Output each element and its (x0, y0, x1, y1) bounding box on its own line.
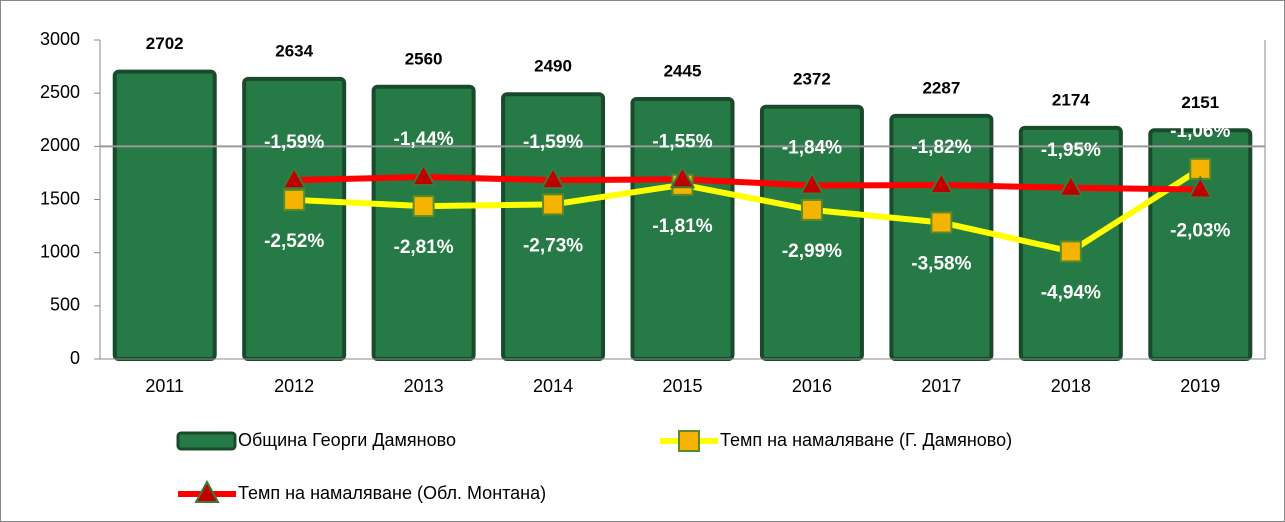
line-value-label: -1,84% (782, 137, 842, 158)
legend-label: Темп на намаляване (Г. Дамяново) (720, 430, 1012, 450)
line-value-label: -1,95% (1041, 140, 1101, 161)
line-marker (281, 166, 307, 190)
x-tick-label: 2013 (404, 376, 444, 396)
line-value-label: -2,52% (264, 231, 324, 252)
line-marker (930, 211, 953, 234)
bar-value-label: 2287 (922, 78, 960, 97)
line-marker (283, 188, 306, 211)
line-marker (1187, 175, 1213, 199)
line-marker (669, 165, 696, 189)
y-tick-label: 1500 (40, 188, 80, 208)
legend-swatch (176, 431, 237, 451)
bar-value-label: 2560 (405, 49, 443, 68)
bar-value-label: 2634 (275, 41, 313, 60)
x-tick-label: 2018 (1051, 376, 1091, 396)
y-tick-label: 2500 (40, 82, 80, 102)
line-marker (540, 166, 566, 190)
line-value-label: -1,06% (1170, 121, 1230, 142)
y-tick-label: 3000 (40, 29, 80, 49)
line-marker (928, 170, 955, 195)
line (294, 173, 1201, 193)
x-tick-label: 2017 (921, 376, 961, 396)
line-marker (1059, 240, 1082, 263)
line-marker (800, 198, 823, 221)
bar-value-label: 2174 (1052, 90, 1090, 109)
line-value-label: -1,44% (394, 129, 454, 150)
bar-value-label: 2490 (534, 57, 572, 76)
bar (242, 76, 347, 361)
line-value-label: -1,59% (523, 132, 583, 153)
line-value-label: -4,94% (1041, 282, 1101, 303)
line-marker (542, 193, 565, 216)
y-tick-label: 2000 (40, 135, 80, 155)
line-marker (799, 171, 825, 195)
bar (371, 84, 476, 362)
line-value-label: -1,81% (652, 216, 712, 237)
line-value-label: -2,81% (394, 237, 454, 258)
bar-value-label: 2445 (664, 61, 702, 80)
bar-value-label: 2702 (146, 34, 184, 53)
legend-label: Темп на намаляване (Обл. Монтана) (238, 483, 546, 503)
line-value-label: -2,03% (1170, 221, 1230, 242)
x-tick-label: 2016 (792, 376, 832, 396)
bar-value-label: 2151 (1181, 93, 1219, 112)
line-value-label: -1,82% (911, 137, 971, 158)
legend-label: Община Георги Дамяново (238, 430, 456, 450)
y-tick-label: 500 (50, 295, 80, 315)
y-tick-label: 1000 (40, 241, 80, 261)
line-marker (412, 195, 435, 218)
x-tick-label: 2011 (145, 376, 184, 396)
legend-marker (678, 430, 700, 452)
x-tick-label: 2015 (662, 376, 702, 396)
line-value-label: -2,99% (782, 241, 842, 262)
line (294, 166, 1202, 255)
x-tick-label: 2012 (274, 376, 314, 396)
line-value-label: -1,55% (652, 131, 712, 152)
line-marker (1058, 173, 1084, 197)
legend-marker (194, 479, 220, 503)
x-tick-label: 2014 (533, 376, 573, 396)
line-value-label: -2,73% (523, 235, 583, 256)
x-tick-label: 2019 (1180, 376, 1220, 396)
bar-value-label: 2372 (793, 69, 831, 88)
bar (112, 69, 217, 361)
line-value-label: -1,59% (264, 132, 324, 153)
line-marker (410, 162, 437, 186)
y-tick-label: 0 (70, 348, 80, 368)
line-value-label: -3,58% (911, 253, 971, 274)
